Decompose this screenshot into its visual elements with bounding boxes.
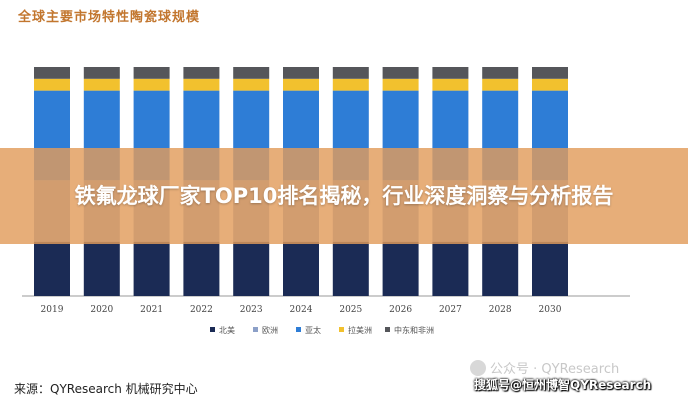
legend-label-0: 北美 — [219, 325, 235, 335]
legend-label-4: 中东和非洲 — [394, 325, 434, 335]
bar-segment-2019-4 — [34, 67, 70, 79]
legend-swatch-2 — [296, 327, 301, 332]
bar-segment-2024-0 — [283, 241, 319, 296]
bar-segment-2028-0 — [482, 241, 519, 296]
bar-segment-2023-4 — [233, 67, 270, 79]
bar-segment-2030-4 — [532, 67, 568, 79]
chart-title: 全球主要市场特性陶瓷球规模 — [18, 10, 201, 25]
legend-swatch-1 — [253, 327, 258, 332]
bar-segment-2021-0 — [133, 241, 170, 296]
bar-segment-2020-0 — [83, 241, 120, 296]
bar-segment-2027-4 — [432, 67, 469, 79]
bar-segment-2030-3 — [532, 78, 568, 91]
bar-segment-2021-3 — [133, 78, 170, 91]
headline-text: 铁氟龙球厂家TOP10排名揭秘，行业深度洞察与分析报告 — [74, 184, 614, 208]
bar-segment-2023-3 — [233, 78, 270, 91]
x-tick-label: 2019 — [41, 305, 64, 315]
wechat-icon — [470, 359, 486, 376]
legend-label-3: 拉美洲 — [348, 325, 372, 335]
legend-swatch-3 — [339, 327, 344, 332]
x-tick-labels: 2019 2020 2021 2022 2023 2024 2025 2026 2027 2028… — [41, 305, 562, 315]
x-tick-label: 2028 — [489, 305, 512, 315]
headline-banner: 铁氟龙球厂家TOP10排名揭秘，行业深度洞察与分析报告 — [0, 148, 688, 244]
bar-segment-2020-3 — [83, 78, 120, 91]
bar-segment-2028-4 — [482, 67, 519, 79]
bar-segment-2026-3 — [382, 78, 419, 91]
bar-segment-2025-3 — [332, 78, 369, 91]
legend: 北美 欧洲 亚太 拉美洲 中东和非洲 — [210, 325, 434, 335]
x-tick-label: 2027 — [439, 305, 462, 315]
bar-segment-2026-4 — [382, 67, 419, 79]
bar-segment-2026-0 — [382, 241, 419, 296]
bar-segment-2020-4 — [83, 67, 120, 79]
bar-segment-2022-0 — [183, 241, 220, 296]
x-tick-label: 2025 — [339, 305, 362, 315]
bar-segment-2025-0 — [332, 241, 369, 296]
bar-segment-2025-4 — [332, 67, 369, 79]
watermark-main: 搜狐号@恒州博智QYResearch — [474, 378, 652, 392]
x-tick-label: 2023 — [240, 305, 263, 315]
bar-segment-2028-3 — [482, 78, 519, 91]
x-tick-label: 2020 — [90, 305, 113, 315]
bar-segment-2024-3 — [283, 78, 319, 91]
bar-segment-2021-4 — [133, 67, 170, 79]
legend-label-2: 亚太 — [305, 325, 321, 335]
x-tick-label: 2021 — [140, 305, 163, 315]
bar-segment-2027-3 — [432, 78, 469, 91]
bar-segment-2027-0 — [432, 241, 469, 296]
bar-segment-2030-0 — [532, 241, 568, 296]
bar-segment-2024-4 — [283, 67, 319, 79]
legend-swatch-0 — [210, 327, 215, 332]
bar-segment-2019-0 — [34, 241, 70, 296]
watermark-faded-text: 公众号 · QYResearch — [490, 362, 620, 377]
x-tick-label: 2026 — [389, 305, 412, 315]
source-label: 来源：QYResearch 机械研究中心 — [14, 382, 198, 396]
watermark-faded: 公众号 · QYResearch — [470, 358, 619, 377]
x-tick-label: 2024 — [290, 305, 313, 315]
bar-segment-2022-3 — [183, 78, 220, 91]
bar-segment-2022-4 — [183, 67, 220, 79]
bar-segment-2023-0 — [233, 241, 270, 296]
x-tick-label: 2022 — [190, 305, 213, 315]
legend-swatch-4 — [385, 327, 390, 332]
x-tick-label: 2030 — [539, 305, 562, 315]
legend-label-1: 欧洲 — [262, 325, 278, 335]
bar-segment-2019-3 — [34, 78, 70, 91]
